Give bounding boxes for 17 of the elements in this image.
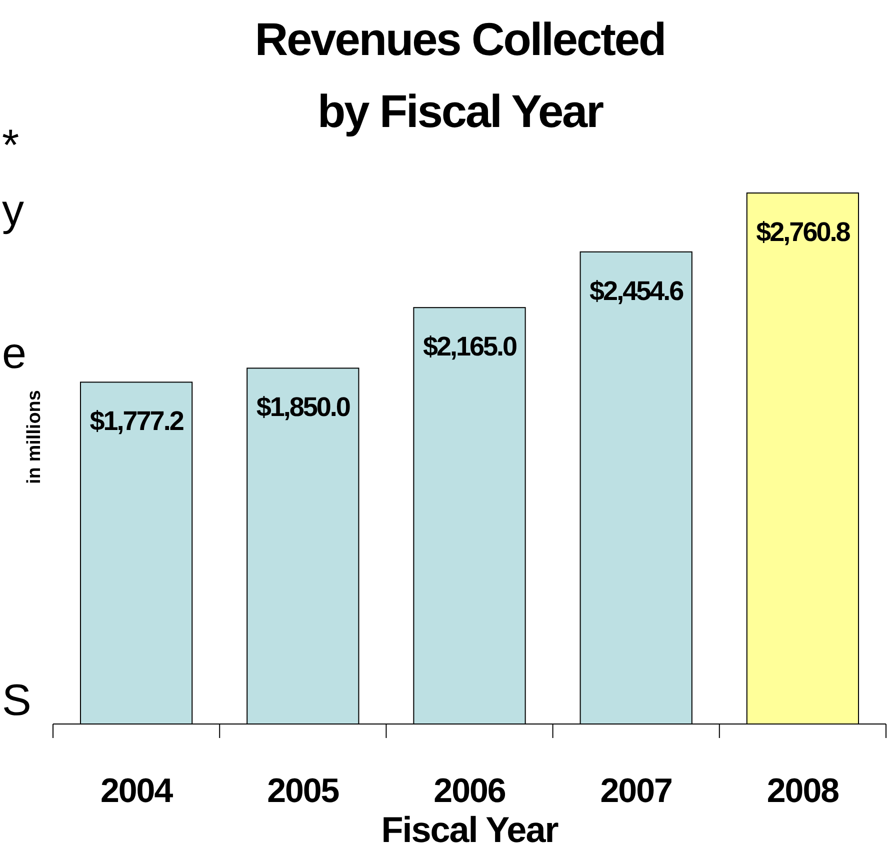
x-axis-title: Fiscal Year <box>381 809 559 849</box>
text: e <box>2 329 26 378</box>
y-axis-title: in millions <box>24 390 45 484</box>
data-label: $1,777.2 <box>90 406 184 436</box>
x-tick-label: 2006 <box>434 772 506 810</box>
data-label: $1,850.0 <box>256 392 350 422</box>
data-label: $2,165.0 <box>422 332 517 362</box>
data-label: $2,454.6 <box>590 276 684 306</box>
text: y <box>2 186 24 235</box>
data-label: $2,760.8 <box>756 217 851 247</box>
text: * <box>2 121 20 170</box>
text: S <box>2 676 32 725</box>
x-tick-label: 2007 <box>600 772 672 810</box>
x-tick-label: 2004 <box>100 772 174 810</box>
x-tick-label: 2005 <box>267 772 339 810</box>
x-tick-label: 2008 <box>766 772 839 810</box>
chart-title: Revenues Collected by Fiscal Year <box>254 13 666 137</box>
